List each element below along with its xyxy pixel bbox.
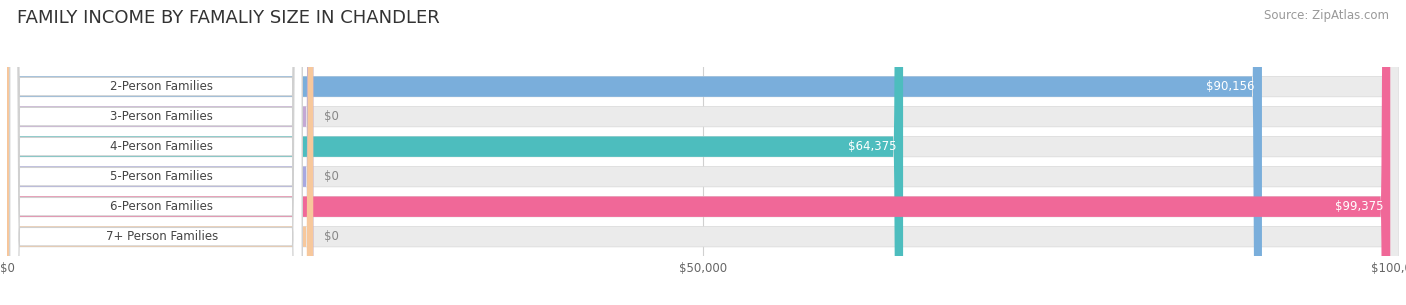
Text: 2-Person Families: 2-Person Families: [110, 80, 214, 93]
FancyBboxPatch shape: [7, 0, 1399, 305]
FancyBboxPatch shape: [10, 0, 302, 305]
Text: 6-Person Families: 6-Person Families: [110, 200, 214, 213]
Text: $64,375: $64,375: [848, 140, 896, 153]
Text: 5-Person Families: 5-Person Families: [111, 170, 214, 183]
Text: $99,375: $99,375: [1334, 200, 1384, 213]
FancyBboxPatch shape: [7, 0, 1399, 305]
Text: 3-Person Families: 3-Person Families: [111, 110, 214, 123]
FancyBboxPatch shape: [7, 0, 1399, 305]
FancyBboxPatch shape: [10, 0, 302, 305]
FancyBboxPatch shape: [7, 0, 1399, 305]
FancyBboxPatch shape: [7, 0, 314, 305]
Text: $0: $0: [325, 110, 339, 123]
FancyBboxPatch shape: [10, 0, 302, 305]
Text: $0: $0: [325, 170, 339, 183]
FancyBboxPatch shape: [10, 0, 302, 305]
Text: 7+ Person Families: 7+ Person Families: [105, 230, 218, 243]
Text: 4-Person Families: 4-Person Families: [110, 140, 214, 153]
FancyBboxPatch shape: [7, 0, 1399, 305]
FancyBboxPatch shape: [7, 0, 314, 305]
FancyBboxPatch shape: [7, 0, 1263, 305]
Text: Source: ZipAtlas.com: Source: ZipAtlas.com: [1264, 9, 1389, 22]
Text: $0: $0: [325, 230, 339, 243]
Text: FAMILY INCOME BY FAMALIY SIZE IN CHANDLER: FAMILY INCOME BY FAMALIY SIZE IN CHANDLE…: [17, 9, 440, 27]
FancyBboxPatch shape: [7, 0, 903, 305]
FancyBboxPatch shape: [7, 0, 314, 305]
FancyBboxPatch shape: [10, 0, 302, 305]
FancyBboxPatch shape: [10, 0, 302, 305]
Text: $90,156: $90,156: [1206, 80, 1256, 93]
FancyBboxPatch shape: [7, 0, 1391, 305]
FancyBboxPatch shape: [7, 0, 1399, 305]
